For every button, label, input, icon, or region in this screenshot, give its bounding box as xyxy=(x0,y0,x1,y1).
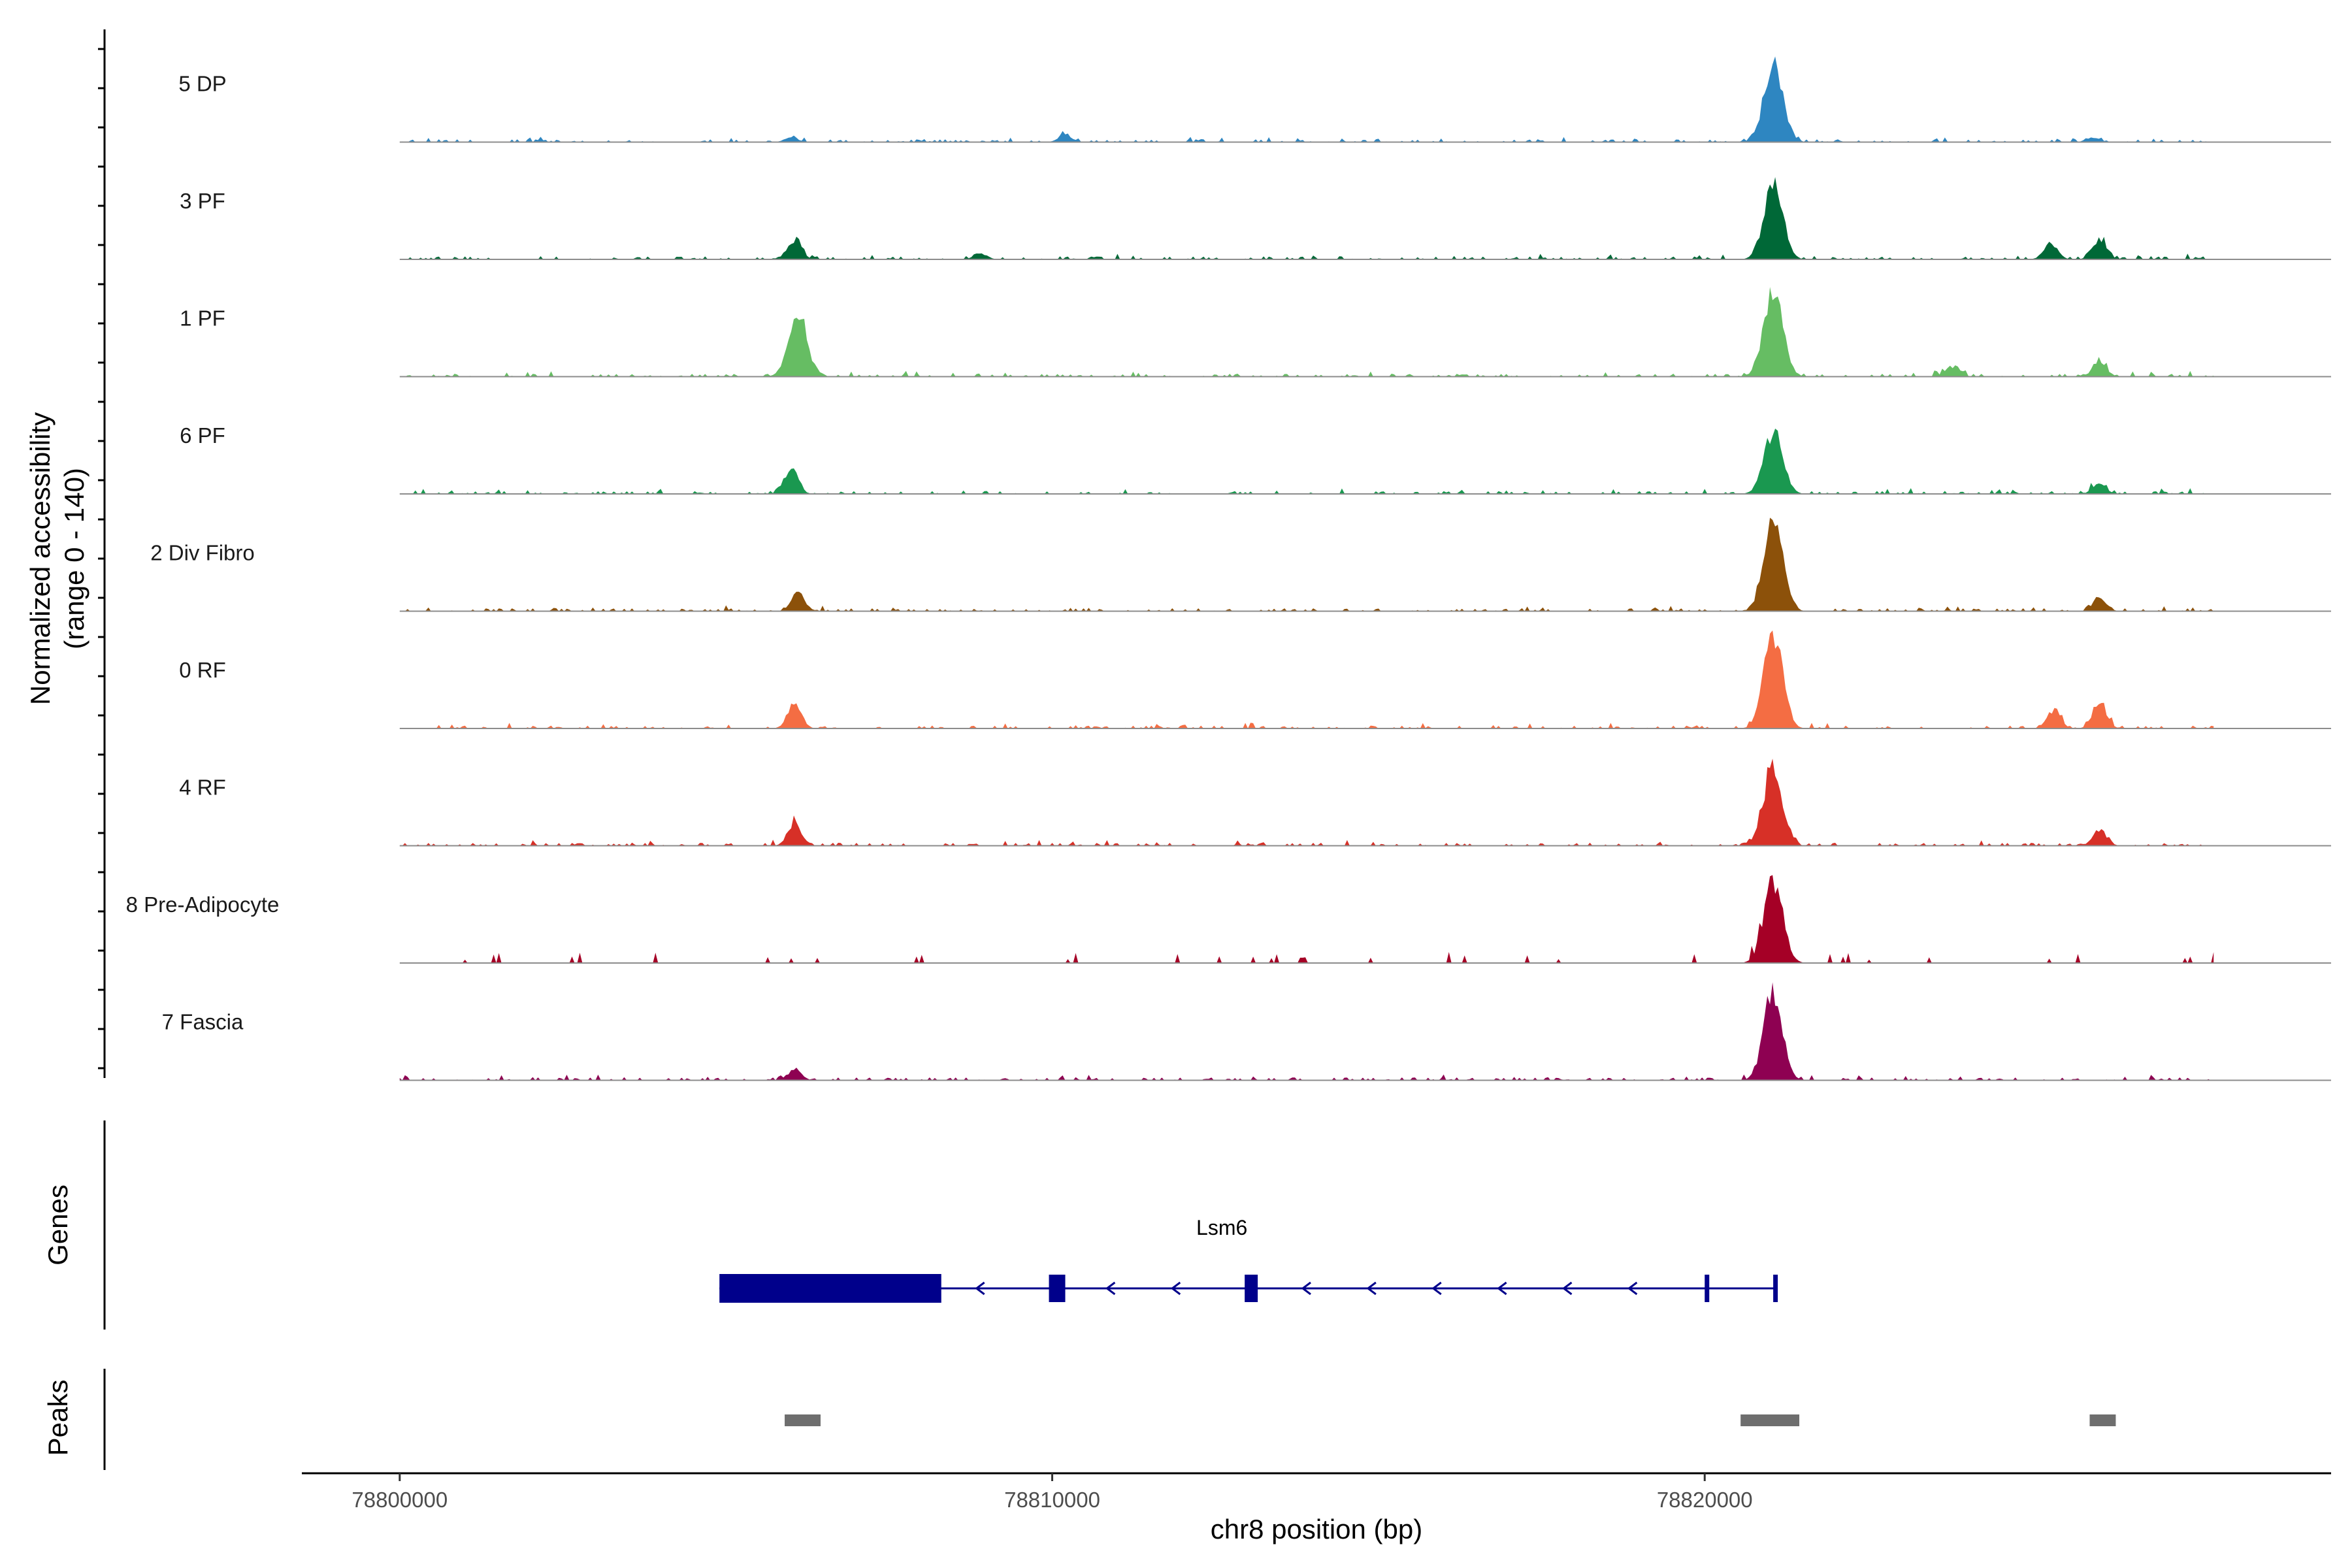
peaks-panel-title: Peaks xyxy=(42,1380,73,1456)
genes-panel-title: Genes xyxy=(42,1184,73,1266)
track-2-div-fibro: 2 Div Fibro xyxy=(150,517,2331,612)
track-8-pre-adipocyte: 8 Pre-Adipocyte xyxy=(126,875,2331,964)
peak-region xyxy=(1740,1414,1800,1426)
track-4-rf: 4 RF xyxy=(179,759,2331,847)
gene-exon xyxy=(719,1274,941,1303)
coverage-area xyxy=(399,56,2214,142)
track-7-fascia: 7 Fascia xyxy=(162,982,2331,1081)
gene-lsm6: Lsm6 xyxy=(719,1216,1778,1303)
track-label: 6 PF xyxy=(180,423,225,448)
track-label: 5 DP xyxy=(178,72,226,96)
strand-arrow xyxy=(1170,1281,1181,1296)
strand-arrow xyxy=(1562,1281,1573,1296)
track-label: 3 PF xyxy=(180,189,225,213)
y-axis-title: Normalized accessibility xyxy=(25,412,56,705)
track-3-pf: 3 PF xyxy=(180,177,2331,260)
strand-arrow xyxy=(1497,1281,1507,1296)
peak-region xyxy=(2089,1414,2116,1426)
y-axis-range: (range 0 - 140) xyxy=(59,468,90,649)
track-5-dp: 5 DP xyxy=(178,56,2331,143)
gene-exon xyxy=(1773,1275,1778,1302)
gene-exon xyxy=(1049,1275,1066,1302)
track-label: 0 RF xyxy=(179,658,226,682)
track-label: 2 Div Fibro xyxy=(150,541,255,565)
gene-exon xyxy=(1705,1275,1710,1302)
x-tick-label: 78800000 xyxy=(351,1488,448,1512)
x-axis: 78800000 78810000 78820000 xyxy=(302,1472,2331,1512)
gene-name: Lsm6 xyxy=(1196,1216,1247,1239)
accessibility-panel: 5 DP 3 PF 1 PF 6 PF 2 Div Fibro 0 RF 4 RF 8 Pre… xyxy=(98,29,2331,1081)
track-label: 4 RF xyxy=(179,776,226,800)
strand-arrow xyxy=(1105,1281,1116,1296)
strand-arrow xyxy=(1301,1281,1311,1296)
track-label: 7 Fascia xyxy=(162,1010,244,1034)
x-tick-label: 78820000 xyxy=(1657,1488,1753,1512)
track-label: 1 PF xyxy=(180,306,225,331)
strand-arrow xyxy=(1627,1281,1638,1296)
coverage-area xyxy=(399,982,2214,1081)
genes-panel: Lsm6 xyxy=(103,1120,1778,1330)
track-label: 8 Pre-Adipocyte xyxy=(126,892,280,917)
coverage-area xyxy=(399,630,2214,728)
x-axis-title: chr8 position (bp) xyxy=(1211,1514,1423,1544)
coverage-area xyxy=(399,875,2214,963)
coverage-area xyxy=(399,177,2214,259)
peaks-panel xyxy=(103,1369,2116,1470)
track-0-rf: 0 RF xyxy=(179,630,2331,729)
gene-exon xyxy=(1245,1275,1258,1302)
coverage-area xyxy=(399,759,2214,846)
coverage-area xyxy=(399,517,2214,612)
strand-arrow xyxy=(1366,1281,1377,1296)
coverage-area xyxy=(399,287,2214,377)
x-tick-label: 78810000 xyxy=(1004,1488,1100,1512)
track-1-pf: 1 PF xyxy=(180,287,2331,378)
track-6-pf: 6 PF xyxy=(180,423,2331,495)
coverage-area xyxy=(399,429,2214,494)
strand-arrow xyxy=(1431,1281,1442,1296)
strand-arrow xyxy=(975,1281,985,1296)
peak-region xyxy=(785,1414,821,1426)
